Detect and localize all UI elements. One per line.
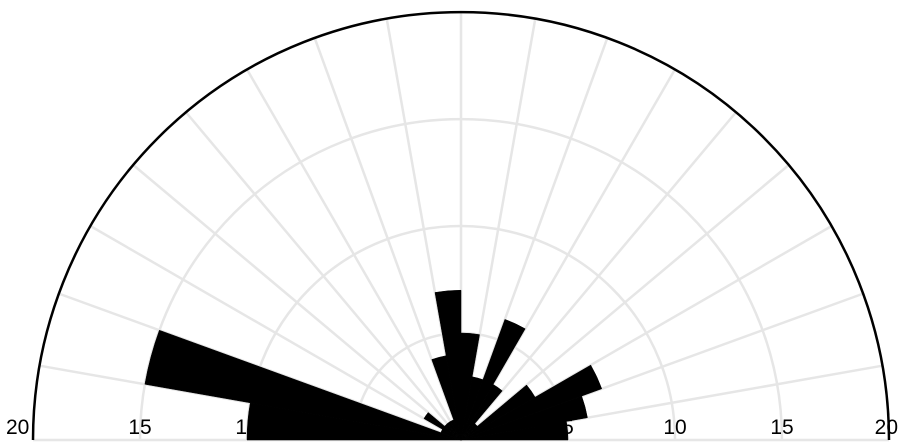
histogram-wedge	[431, 355, 462, 441]
circular-gridline	[138, 117, 784, 441]
circular-gridline	[245, 224, 677, 441]
histogram-wedge	[423, 412, 462, 441]
histogram-wedge	[460, 319, 526, 441]
tick-label: 15	[770, 416, 793, 439]
tick-label: 20	[6, 416, 29, 439]
tick-label: 10	[235, 416, 258, 439]
histogram-bars	[144, 289, 603, 441]
tick-label: 20	[875, 416, 898, 439]
histogram-wedge	[460, 364, 603, 441]
tick-label: 5	[562, 416, 574, 439]
tick-label: 10	[663, 416, 686, 439]
histogram-wedge	[460, 384, 536, 441]
histogram-wedge	[246, 402, 462, 441]
tick-label: 0	[455, 416, 467, 439]
tick-label: 15	[128, 416, 151, 439]
radial-tick-labels: 20 15 10 5 0 5 10 15 20	[6, 416, 898, 439]
tick-label: 5	[348, 416, 360, 439]
histogram-wedge	[144, 329, 462, 441]
outer-arc	[31, 10, 891, 441]
polar-frame	[31, 10, 891, 441]
